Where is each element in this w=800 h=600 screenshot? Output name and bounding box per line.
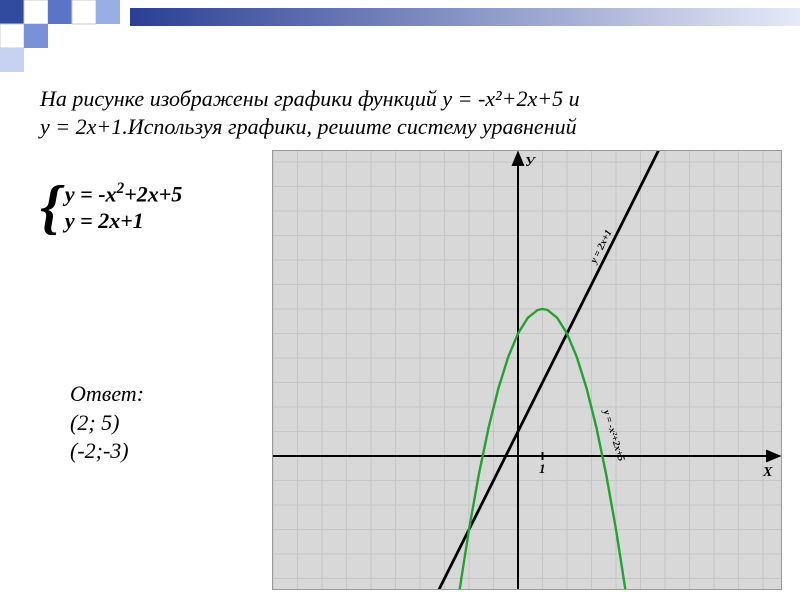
- system-eq2: y = 2x+1: [65, 208, 182, 234]
- system-brace: {: [40, 180, 61, 234]
- problem-line2-suffix: .Используя графики, решите систему уравн…: [122, 114, 576, 139]
- slide-decoration: [0, 0, 800, 72]
- answer-label: Ответ:: [70, 380, 144, 409]
- chart-container: y = 2x+1y = -x²+2x+5ХУ1: [272, 150, 782, 590]
- system-eq1: y = -x2+2x+5: [65, 180, 182, 208]
- parabola-equation: y = -x²+2x+5: [442, 86, 563, 111]
- answer-point-2: (-2;-3): [70, 437, 144, 466]
- problem-line1-prefix: На рисунке изображены графики функций: [40, 86, 442, 111]
- line-equation: y = 2x+1: [40, 114, 122, 139]
- problem-line1-mid: и: [563, 86, 580, 111]
- equation-system: { y = -x2+2x+5 y = 2x+1: [40, 180, 182, 234]
- problem-statement: На рисунке изображены графики функций y …: [40, 85, 760, 140]
- svg-text:Х: Х: [762, 465, 773, 480]
- answer-block: Ответ: (2; 5) (-2;-3): [70, 380, 144, 466]
- chart: y = 2x+1y = -x²+2x+5ХУ1: [273, 151, 781, 589]
- answer-point-1: (2; 5): [70, 409, 144, 438]
- svg-text:1: 1: [539, 461, 546, 476]
